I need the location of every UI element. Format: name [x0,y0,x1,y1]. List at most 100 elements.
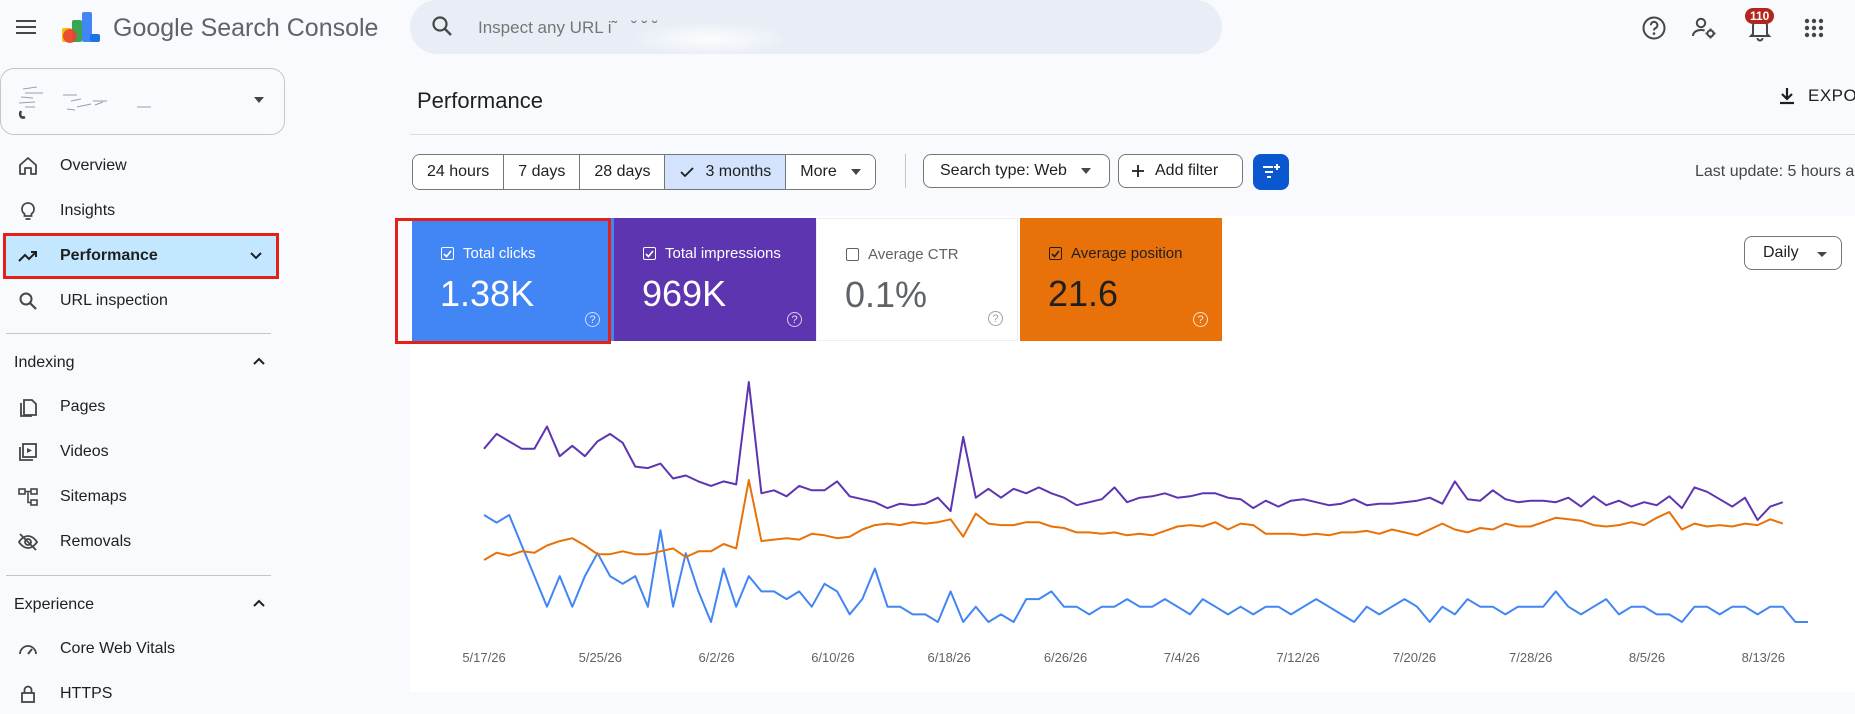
checkbox-unchecked-icon[interactable] [846,248,859,261]
x-tick-label: 7/20/26 [1393,650,1436,665]
metric-total-impressions[interactable]: Total impressions 969K ? [614,218,816,341]
range-7-days[interactable]: 7 days [504,155,581,189]
video-icon [16,440,40,464]
caret-down-icon [850,169,861,175]
download-icon [1780,88,1794,105]
range-28-days[interactable]: 28 days [580,155,666,189]
x-tick-label: 6/2/26 [699,650,735,665]
sidebar-divider [6,333,271,334]
notification-count-badge: 110 [1745,8,1775,24]
chevron-up-icon [253,599,265,607]
help-icon[interactable]: ? [1193,312,1208,327]
checkbox-checked-icon[interactable] [1049,247,1062,260]
metric-value: 969K [642,273,727,314]
chevron-up-icon [253,357,265,365]
sidebar-item-insights[interactable]: Insights [6,191,278,231]
trending-up-icon [16,244,40,268]
x-tick-label: 6/26/26 [1044,650,1087,665]
main-menu-button[interactable] [14,16,38,40]
home-icon [16,154,40,178]
help-icon[interactable]: ? [585,312,600,327]
export-label: EXPORT [1808,86,1855,105]
compare-filter-button[interactable] [1253,154,1289,190]
search-type-label: Search type: Web [940,162,1067,179]
range-3-months[interactable]: 3 months [665,155,787,189]
sidebar-item-removals[interactable]: Removals [6,522,278,562]
metric-label: Total impressions [665,245,781,262]
metric-average-position[interactable]: Average position 21.6 ? [1020,218,1222,341]
help-icon[interactable]: ? [787,312,802,327]
metric-value: 0.1% [845,274,928,315]
x-tick-label: 5/17/26 [462,650,505,665]
sidebar-item-core-web-vitals[interactable]: Core Web Vitals [6,629,278,669]
apps-grid-icon[interactable] [1800,14,1828,42]
sidebar-item-overview[interactable]: Overview [6,146,278,186]
x-tick-label: 6/18/26 [928,650,971,665]
granularity-dropdown[interactable]: Daily [1744,236,1842,270]
url-inspection-search[interactable] [410,0,1222,56]
performance-line-chart: 5/17/26 5/25/26 6/2/26 6/10/26 6/18/26 6/26/2… [462,381,1808,665]
x-tick-label: 7/28/26 [1509,650,1552,665]
range-more[interactable]: More [786,155,875,189]
granularity-label: Daily [1763,244,1799,261]
sidebar-item-videos[interactable]: Videos [6,432,278,472]
check-icon [680,167,695,178]
sidebar-item-label: Removals [60,533,132,550]
chevron-down-icon[interactable] [248,248,264,264]
metric-label: Total clicks [463,245,536,262]
lightbulb-icon [16,199,40,223]
series-line-total-clicks [483,514,1808,623]
section-title: Experience [14,596,95,613]
sidebar-item-label: URL inspection [60,292,168,309]
metric-total-clicks[interactable]: Total clicks 1.38K ? [412,218,614,341]
property-selector[interactable] [0,68,285,135]
search-input[interactable] [476,12,1180,44]
search-type-filter[interactable]: Search type: Web [923,154,1110,188]
pages-icon [16,395,40,419]
sidebar-item-label: Core Web Vitals [60,640,176,657]
toolbar-separator [905,154,906,188]
search-icon [16,289,40,313]
range-24-hours[interactable]: 24 hours [413,155,505,189]
sidebar-item-sitemaps[interactable]: Sitemaps [6,477,278,517]
property-dropdown-caret [254,97,264,103]
visibility-off-icon [16,530,40,554]
sidebar-item-https[interactable]: HTTPS [6,674,278,714]
series-line-total-impressions [483,381,1784,521]
date-range-selector: 24 hours 7 days 28 days 3 months More [412,154,876,190]
sitemap-icon [16,485,40,509]
range-label: 3 months [705,163,772,180]
last-update-text: Last update: 5 hours ago [1695,163,1855,180]
metric-value: 21.6 [1048,273,1119,314]
checkbox-checked-icon[interactable] [643,247,656,260]
sidebar-item-url-inspection[interactable]: URL inspection [6,281,278,321]
plus-icon [1132,165,1144,177]
checkbox-checked-icon[interactable] [441,247,454,260]
x-tick-label: 5/25/26 [579,650,622,665]
section-header-experience[interactable]: Experience [0,585,280,625]
caret-down-icon [1817,252,1827,257]
sidebar-item-performance[interactable]: Performance [3,233,279,279]
add-filter-button[interactable]: Add filter [1118,154,1243,188]
manage-users-icon[interactable] [1690,14,1718,42]
metric-average-ctr[interactable]: Average CTR 0.1% ? [816,218,1018,341]
help-icon[interactable] [1640,14,1668,42]
filter-list-icon [1263,164,1280,178]
x-tick-label: 8/5/26 [1629,650,1665,665]
title-divider [410,134,1855,135]
x-tick-label: 7/12/26 [1276,650,1319,665]
caret-down-icon [1080,168,1091,174]
metric-label: Average position [1071,245,1183,262]
search-icon [432,16,452,36]
section-title: Indexing [14,354,75,371]
export-button[interactable]: EXPORT [1776,85,1855,107]
section-header-indexing[interactable]: Indexing [0,343,280,383]
sidebar-item-label: HTTPS [60,685,113,702]
top-bar: Google Search Console 110 [0,0,1855,56]
search-console-logo [62,12,100,43]
series-line-average-position [483,479,1784,561]
sidebar-item-label: Overview [60,157,127,174]
sidebar-item-pages[interactable]: Pages [6,387,278,427]
redacted-text-blur [630,22,790,56]
help-icon[interactable]: ? [988,311,1003,326]
